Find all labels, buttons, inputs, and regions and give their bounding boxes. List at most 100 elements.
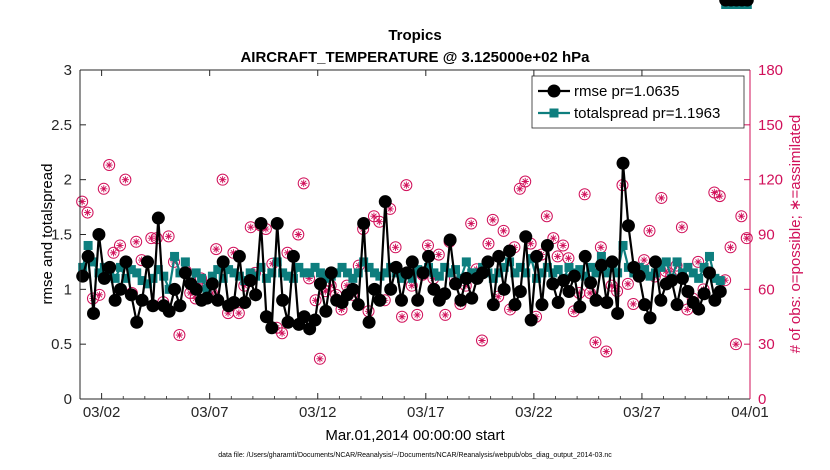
rmse-point [259,310,273,324]
obs-assimilated-point [591,338,600,346]
obs-possible-point [297,177,310,190]
rmse-point [513,285,527,299]
rmse-point [519,230,533,244]
obs-assimilated-point [602,347,610,356]
rmse-point [665,274,679,288]
totalspread-point [396,273,406,283]
obs-possible-point [540,210,553,223]
obs-assimilated-point [212,245,220,253]
y-left-tick-label: 1 [64,281,72,298]
rmse-point [621,219,635,233]
totalspread-point [288,273,298,283]
obs-possible-point [476,334,488,347]
legend-rmse-marker [547,84,561,98]
x-tick-label: 03/22 [515,404,553,421]
totalspread-point [191,268,201,278]
rmse-point [146,299,160,313]
x-tick-label: 03/07 [191,404,229,421]
obs-assimilated-point [570,307,578,315]
totalspread-point [586,262,596,272]
obs-assimilated-point [262,225,270,233]
rmse-point [611,306,625,320]
totalspread-point [564,262,574,272]
totalspread-point [283,271,293,281]
obs-assimilated-point [467,219,475,228]
obs-assimilated-point [429,274,437,282]
totalspread-point [640,265,650,275]
obs-possible-point [276,327,289,340]
totalspread-point [245,268,255,278]
totalspread-point [213,265,223,275]
rmse-point [643,311,657,325]
totalspread-point [505,257,515,267]
totalspread-point [699,262,709,272]
obs-assimilated-point [662,267,670,275]
obs-assimilated-point [484,240,493,248]
rmse-point [232,249,246,263]
rmse-point [384,282,398,296]
x-tick-label: 03/12 [299,404,337,421]
totalspread-point [461,257,471,267]
obs-assimilated-point [278,329,286,337]
obs-assimilated-point [370,212,378,220]
rmse-point [270,217,284,231]
obs-assimilated-point [247,223,255,231]
obs-assimilated-point [521,177,529,186]
obs-possible-point [740,232,753,245]
rmse-point [503,244,517,258]
totalspread-point [261,273,271,283]
obs-possible-point [210,243,223,256]
totalspread-point [499,262,509,272]
obs-possible-point [729,338,742,351]
rmse-point [438,287,452,301]
rmse-point [87,306,101,320]
totalspread-point [148,273,158,283]
obs-possible-point [195,272,208,285]
obs-assimilated-point [629,300,637,308]
obs-assimilated-point [78,198,86,206]
totalspread-point [207,271,217,281]
obs-assimilated-point [424,241,432,250]
obs-assimilated-point [657,194,665,202]
rmse-point [530,249,544,263]
rmse-point [605,255,619,269]
obs-assimilated-point [316,355,324,363]
rmse-point [422,249,436,263]
rmse-point [389,260,403,274]
totalspread-point [278,268,288,278]
obs-assimilated-point [132,238,140,246]
totalspread-point [121,273,131,283]
totalspread-point [256,262,266,272]
rmse-point [594,258,608,272]
totalspread-point [229,268,239,278]
rmse-point [97,271,111,285]
obs-assimilated-point [294,230,302,239]
rmse-point [216,255,230,269]
obs-assimilated-point [229,249,238,257]
totalspread-point [661,257,671,267]
y-left-tick-label: 0 [64,391,72,408]
obs-assimilated-point [564,254,573,262]
obs-assimilated-point [408,282,416,290]
obs-possible-point [173,329,186,342]
rmse-point [238,295,252,309]
rmse-point [286,249,300,263]
obs-assimilated-point [726,243,735,251]
totalspread-point [132,268,142,278]
x-tick-label: 03/17 [407,404,445,421]
obs-possible-point [103,159,116,172]
rmse-point [546,277,560,291]
totalspread-point [218,273,228,283]
totalspread-point [683,262,693,272]
totalspread-point [645,271,655,281]
rmse-point [411,293,425,307]
totalspread-point [380,268,390,278]
rmse-point [573,300,587,314]
obs-possible-point [557,239,570,252]
rmse-point [114,282,128,296]
rmse-point [308,313,322,327]
totalspread-point [591,268,601,278]
y-right-tick-label: 90 [758,227,775,244]
rmse-point [465,291,479,305]
obs-possible-point [482,237,495,250]
